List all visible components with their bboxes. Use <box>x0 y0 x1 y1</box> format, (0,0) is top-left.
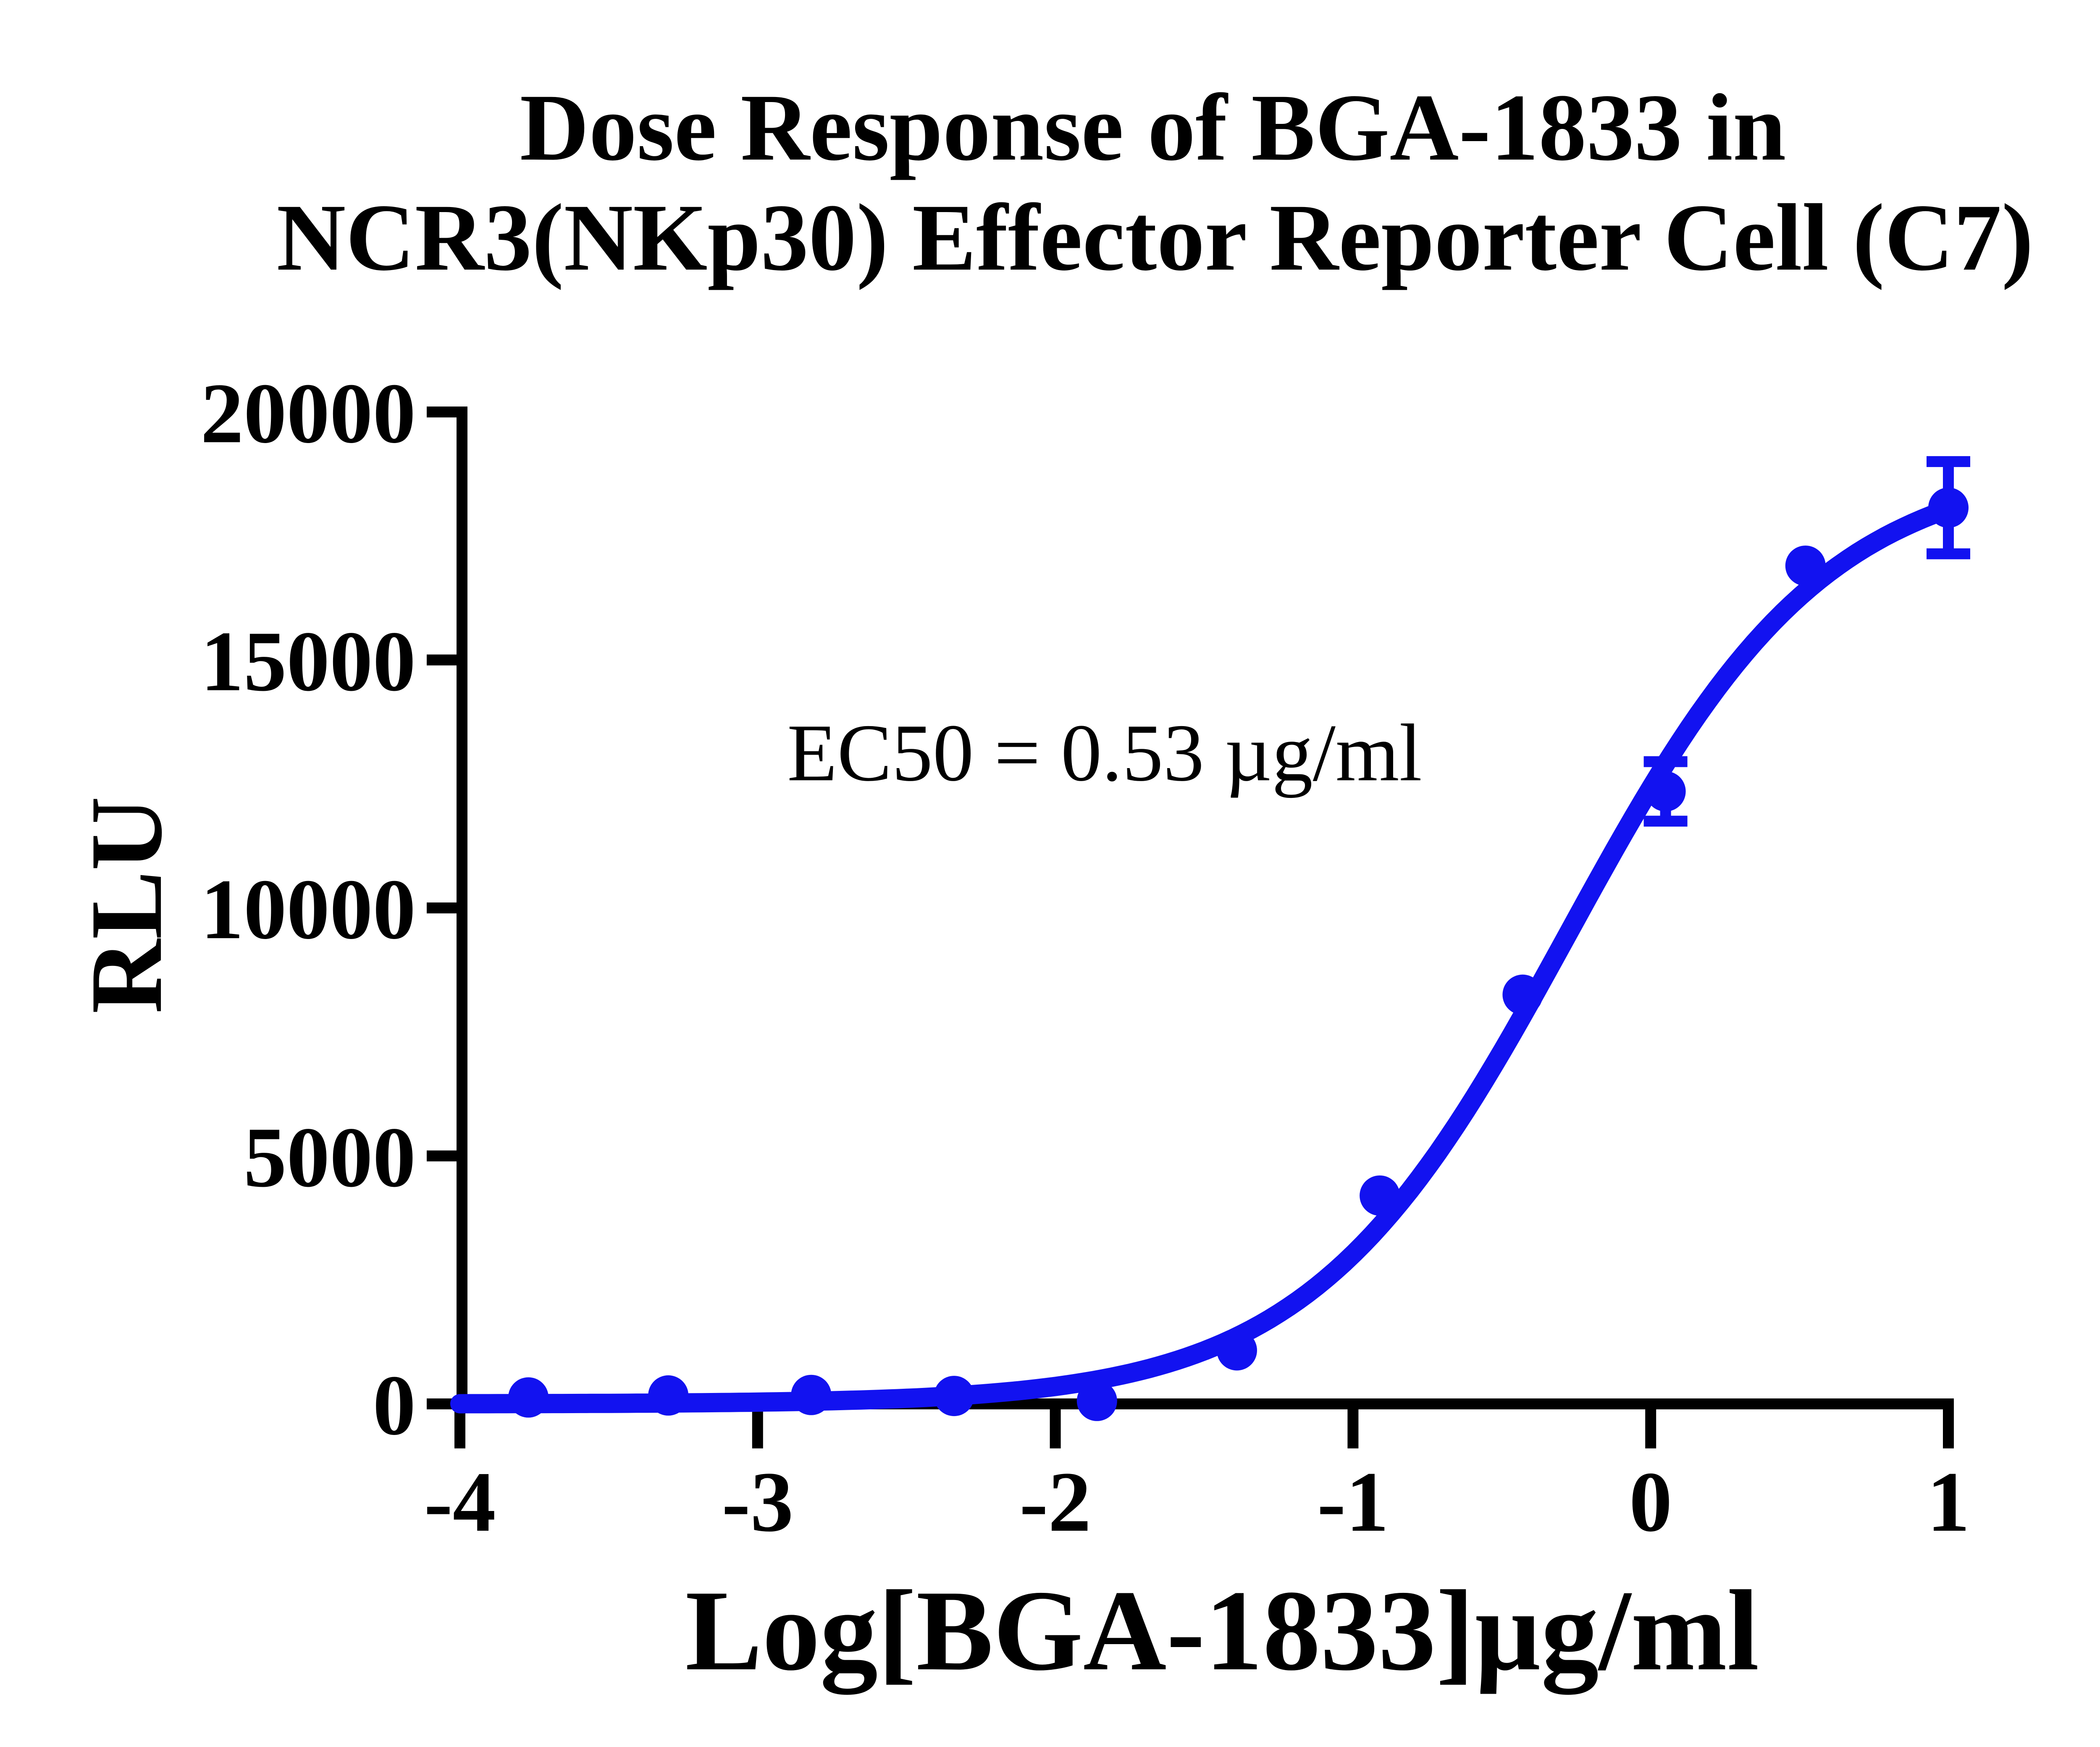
data-point-8 <box>1645 771 1686 812</box>
y-axis-title: RLU <box>69 796 183 1013</box>
y-tick-label-10000: 10000 <box>201 862 416 957</box>
data-point-6 <box>1360 1175 1400 1216</box>
y-tick-label-5000: 5000 <box>244 1110 416 1205</box>
y-tick-label-20000: 20000 <box>201 366 416 461</box>
data-points-group <box>508 487 1969 1421</box>
y-tick-label-15000: 15000 <box>201 614 416 709</box>
fit-curve <box>450 498 1960 1414</box>
x-tick-label--4: -4 <box>424 1454 496 1550</box>
x-tick-label--1: -1 <box>1317 1454 1389 1550</box>
y-axis-ticks: 0 5000 10000 15000 20000 <box>201 366 462 1453</box>
data-point-9 <box>1785 546 1826 586</box>
data-point-5 <box>1216 1330 1257 1371</box>
ec50-annotation: EC50 = 0.53 µg/ml <box>787 708 1422 798</box>
data-point-4 <box>1076 1380 1117 1421</box>
y-tick-label-0: 0 <box>373 1358 416 1453</box>
data-point-2 <box>791 1375 832 1415</box>
fit-curve-group <box>450 498 1960 1414</box>
x-axis-title: Log[BGA-1833]µg/ml <box>685 1567 1759 1696</box>
chart-title-line2: NCR3(NKp30) Effector Reporter Cell (C7) <box>276 185 2033 291</box>
x-axis-ticks: -4 -3 -2 -1 0 1 <box>424 1404 1970 1550</box>
x-tick-label--2: -2 <box>1019 1454 1091 1550</box>
data-point-1 <box>648 1375 689 1416</box>
data-point-10 <box>1928 487 1969 528</box>
x-tick-label-0: 0 <box>1629 1454 1672 1550</box>
data-point-0 <box>508 1377 549 1418</box>
data-point-7 <box>1502 974 1543 1015</box>
x-tick-label--3: -3 <box>722 1454 793 1550</box>
data-point-3 <box>934 1376 974 1416</box>
chart-title-line1: Dose Response of BGA-1833 in <box>520 75 1786 181</box>
x-tick-label-1: 1 <box>1927 1454 1970 1550</box>
